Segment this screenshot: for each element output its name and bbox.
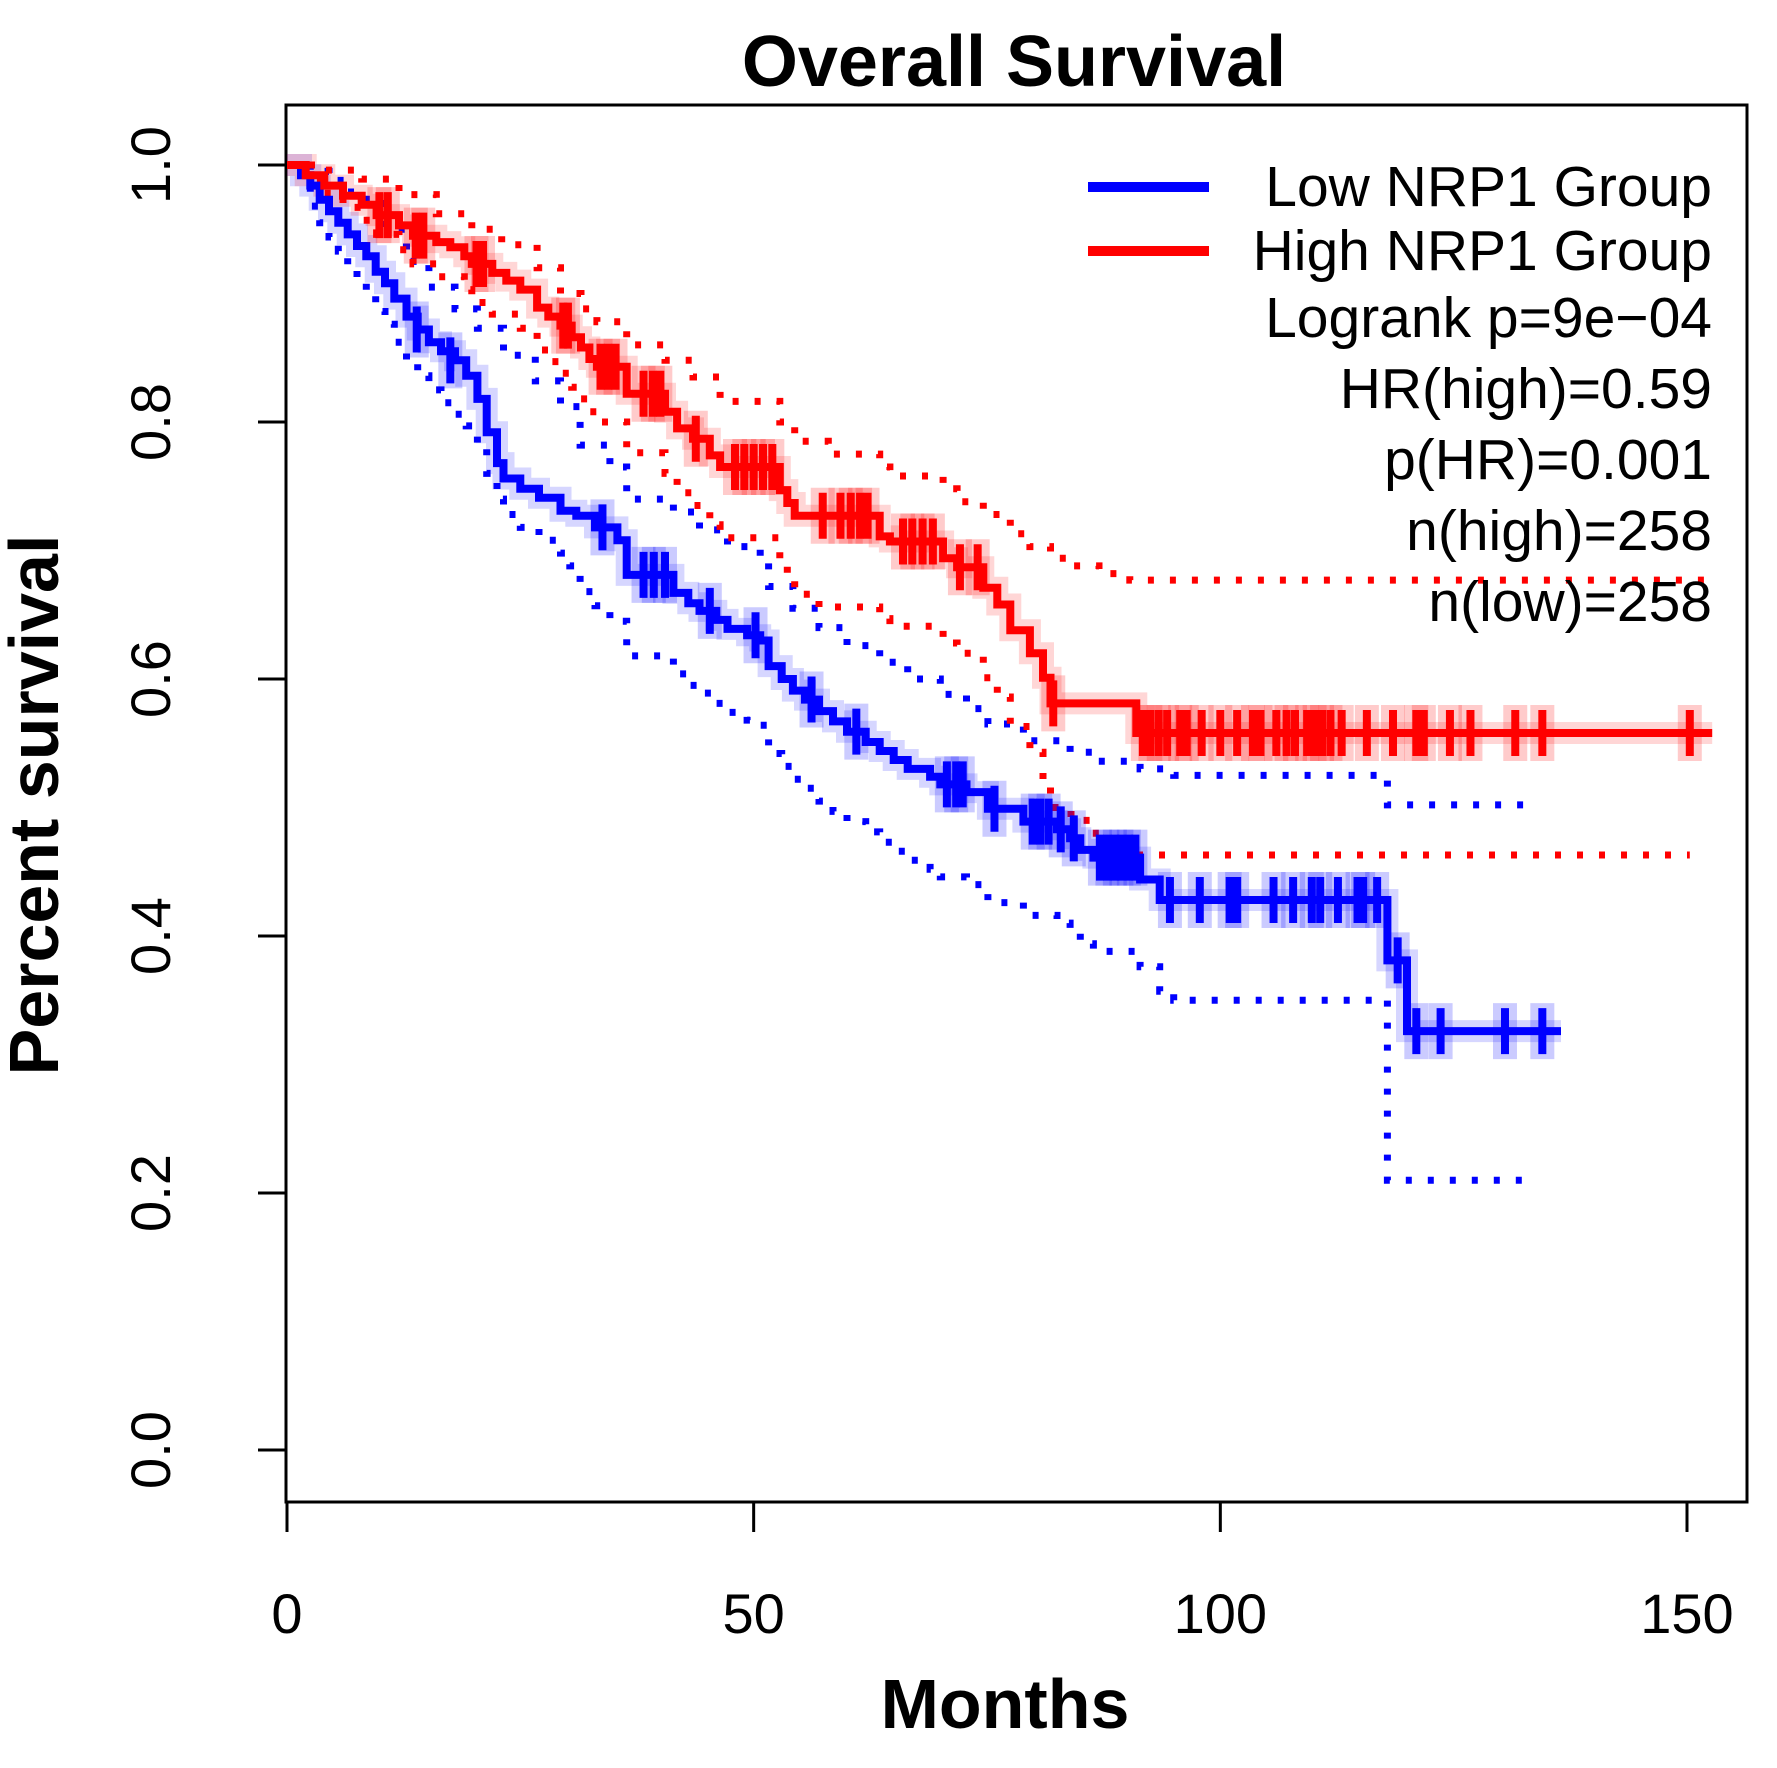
stat-line: Logrank p=9e−04 — [1265, 286, 1712, 350]
x-tick-label: 150 — [1640, 1582, 1733, 1645]
confidence-interval-curve — [287, 161, 1538, 809]
x-tick-label: 50 — [723, 1582, 785, 1645]
y-tick-label: 0.2 — [119, 1154, 182, 1232]
stat-line: HR(high)=0.59 — [1340, 357, 1712, 421]
legend-label-low: Low NRP1 Group — [1265, 155, 1712, 219]
chart-title: Overall Survival — [742, 22, 1286, 102]
stat-line: p(HR)=0.001 — [1384, 428, 1712, 492]
survival-curve — [287, 161, 1561, 1036]
y-tick-label: 0.0 — [119, 1411, 182, 1489]
x-axis-label: Months — [881, 1665, 1130, 1743]
axis-tick-labels: 0 50 100 150 0.0 0.2 0.4 0.6 0.8 1.0 — [119, 126, 1734, 1645]
confidence-interval-curve — [287, 161, 1529, 1184]
y-tick-label: 1.0 — [119, 126, 182, 204]
x-tick-label: 100 — [1174, 1582, 1267, 1645]
confidence-interval-curve — [287, 161, 1690, 859]
y-axis-label: Percent survival — [0, 535, 73, 1076]
y-tick-label: 0.4 — [119, 897, 182, 975]
axis-ticks — [258, 163, 1689, 1532]
x-tick-label: 0 — [271, 1582, 302, 1645]
y-tick-label: 0.6 — [119, 640, 182, 718]
stats-annotations: Logrank p=9e−04 HR(high)=0.59 p(HR)=0.001 n… — [1265, 286, 1712, 634]
survival-curves — [287, 154, 1713, 1184]
plot-box — [284, 103, 1749, 1504]
legend-label-high: High NRP1 Group — [1253, 219, 1712, 283]
stat-line: n(low)=258 — [1428, 570, 1712, 634]
y-tick-label: 0.8 — [119, 383, 182, 461]
stat-line: n(high)=258 — [1406, 499, 1712, 563]
